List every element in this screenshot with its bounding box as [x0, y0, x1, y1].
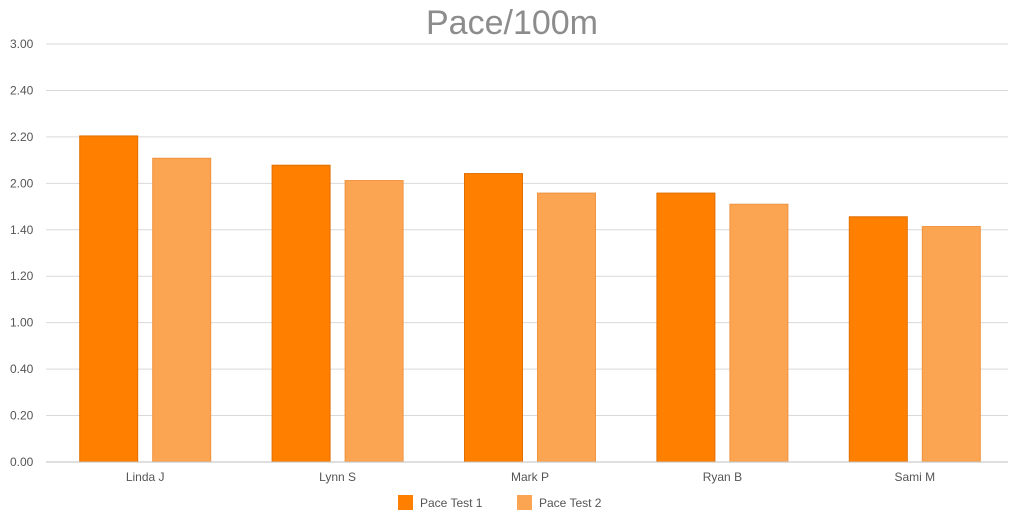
- bar-pace-test-2-linda-j: [152, 157, 212, 463]
- x-category-label: Sami M: [894, 470, 935, 484]
- x-category-label: Linda J: [126, 470, 165, 484]
- y-tick-label: 2.20: [10, 130, 34, 144]
- y-tick-label: 1.40: [10, 223, 34, 237]
- x-category-label: Ryan B: [703, 470, 742, 484]
- chart-title: Pace/100m: [426, 4, 598, 42]
- bar-pace-test-1-ryan-b: [656, 192, 716, 463]
- y-tick-label: 1.00: [10, 316, 34, 330]
- y-axis-ticks: 0.00 0.20 0.40 1.00 1.20 1.40 2.00 2.20 2.40 3.00: [10, 37, 34, 469]
- bars: [79, 135, 981, 463]
- x-axis-categories: Linda J Lynn S Mark P Ryan B Sami M: [126, 470, 935, 484]
- legend-swatch: [398, 495, 413, 510]
- y-tick-label: 0.40: [10, 362, 34, 376]
- y-tick-label: 1.20: [10, 269, 34, 283]
- x-category-label: Lynn S: [319, 470, 356, 484]
- y-tick-label: 3.00: [10, 37, 34, 51]
- bar-pace-test-1-linda-j: [79, 135, 139, 463]
- bar-pace-test-2-mark-p: [537, 192, 596, 463]
- bar-pace-test-2-sami-m: [921, 226, 981, 463]
- bar-pace-test-1-mark-p: [464, 173, 523, 463]
- legend-label: Pace Test 1: [420, 496, 483, 510]
- y-tick-label: 0.20: [10, 409, 34, 423]
- y-tick-label: 2.40: [10, 83, 34, 97]
- bar-pace-test-2-lynn-s: [344, 180, 404, 463]
- y-tick-label: 0.00: [10, 455, 34, 469]
- bar-pace-test-2-ryan-b: [729, 203, 789, 463]
- legend-swatch: [517, 495, 532, 510]
- bar-pace-test-1-sami-m: [848, 216, 908, 463]
- bar-pace-test-1-lynn-s: [271, 164, 331, 463]
- y-tick-label: 2.00: [10, 176, 34, 190]
- x-category-label: Mark P: [511, 470, 549, 484]
- legend: Pace Test 1 Pace Test 2: [398, 495, 602, 510]
- legend-label: Pace Test 2: [539, 496, 602, 510]
